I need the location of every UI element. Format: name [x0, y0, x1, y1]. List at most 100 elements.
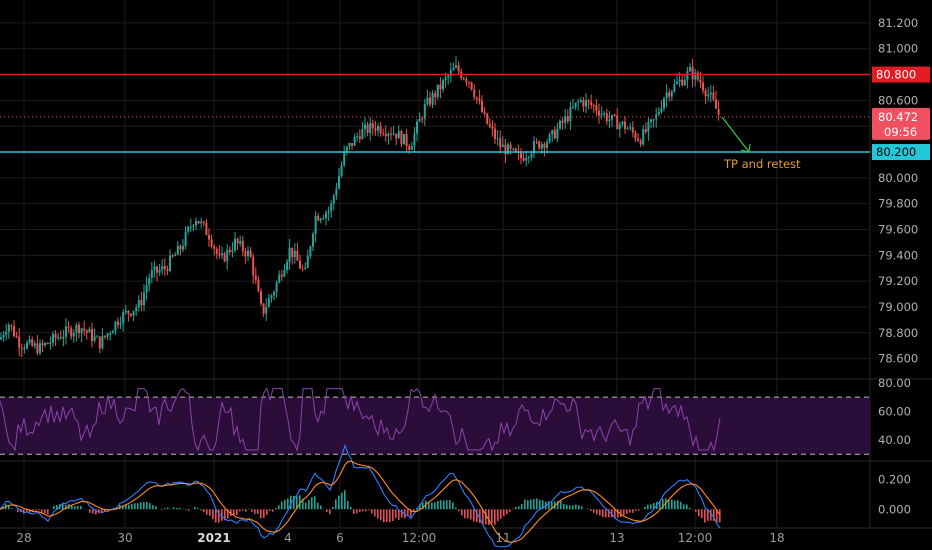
candle-body	[124, 310, 127, 313]
candle-body	[637, 138, 639, 141]
macd-hist-bar	[626, 509, 628, 514]
macd-hist-bar	[122, 505, 124, 510]
macd-hist-bar	[668, 499, 670, 510]
candle-body	[642, 129, 645, 145]
candle-body	[410, 146, 413, 150]
annotation-text[interactable]: TP and retest	[723, 157, 801, 171]
macd-hist-bar	[614, 509, 616, 519]
candle-body	[304, 267, 307, 269]
macd-hist-bar	[632, 509, 634, 513]
candle-body	[371, 123, 374, 129]
macd-hist-bar	[368, 509, 370, 511]
candle-body	[197, 221, 200, 224]
candle-body	[379, 126, 382, 134]
macd-hist-bar	[248, 508, 250, 510]
macd-hist-bar	[413, 509, 415, 512]
candle-body	[392, 133, 395, 135]
macd-hist-bar	[104, 509, 106, 512]
macd-hist-bar	[476, 509, 478, 523]
macd-hist-bar	[698, 509, 700, 517]
target-arrow-line[interactable]	[721, 116, 750, 153]
macd-hist-bar	[518, 506, 520, 510]
macd-hist-bar	[185, 509, 187, 510]
macd-hist-bar	[44, 509, 46, 514]
candle-body	[652, 119, 655, 121]
candle-body	[148, 278, 151, 286]
macd-hist-bar	[278, 505, 280, 510]
candle-body	[306, 256, 309, 268]
candle-body	[702, 82, 704, 91]
candle-body	[572, 107, 574, 109]
macd-hist-bar	[227, 509, 229, 519]
candle-body	[442, 80, 444, 90]
candle-body	[665, 92, 668, 99]
level-price-label: 80.200	[876, 145, 916, 159]
candle-body	[473, 89, 476, 98]
macd-hist-bar	[515, 506, 517, 510]
candle-body	[80, 328, 83, 334]
candle-body	[668, 92, 671, 97]
rsi-panel[interactable]	[0, 387, 870, 455]
candle-body	[158, 269, 161, 273]
candle-body	[676, 81, 678, 84]
candle-body	[520, 153, 522, 158]
candle-body	[85, 330, 88, 333]
macd-hist-bar	[203, 509, 205, 513]
candle-body	[616, 115, 619, 130]
macd-hist-bar	[569, 505, 571, 510]
candle-body	[200, 221, 203, 224]
candle-body	[7, 325, 10, 332]
macd-hist-bar	[62, 502, 64, 510]
macd-hist-bar	[365, 509, 367, 512]
candle-body	[184, 231, 187, 246]
candle-body	[280, 274, 283, 277]
candle-body	[546, 142, 548, 148]
macd-hist-bar	[707, 509, 709, 521]
macd-hist-bar	[341, 492, 343, 510]
candle-body	[397, 131, 400, 139]
candle-body	[561, 120, 564, 123]
macd-hist-bar	[551, 502, 553, 510]
candle-body	[416, 121, 418, 134]
candle-body	[59, 337, 62, 339]
candle-body	[644, 129, 647, 132]
macd-hist-bar	[338, 495, 340, 510]
candle-body	[260, 291, 262, 304]
candle-body	[390, 133, 392, 135]
macd-hist-bar	[659, 501, 661, 510]
candle-body	[512, 148, 515, 150]
candle-body	[314, 215, 317, 234]
candle-body	[535, 141, 538, 143]
macd-hist-bar	[380, 509, 382, 521]
macd-hist-bar	[212, 509, 214, 520]
candle-body	[543, 143, 546, 148]
macd-hist-bar	[38, 509, 40, 511]
candle-body	[335, 188, 338, 196]
candle-body	[153, 266, 156, 271]
price-tick-label: 81.200	[878, 16, 918, 30]
macd-hist-bar	[284, 499, 286, 510]
candle-body	[382, 133, 385, 135]
x-tick-label: 30	[117, 531, 132, 545]
candle-body	[249, 250, 252, 257]
candle-body	[579, 99, 582, 102]
macd-hist-bar	[371, 509, 373, 514]
candle-body	[468, 82, 470, 84]
macd-hist-bar	[689, 507, 691, 510]
candle-body	[247, 250, 249, 257]
candle-body	[137, 299, 140, 308]
candle-body	[13, 326, 15, 337]
macd-hist-bar	[419, 504, 421, 510]
macd-hist-bar	[680, 501, 682, 510]
candle-body	[49, 342, 52, 344]
candle-body	[681, 79, 684, 86]
candle-body	[143, 292, 145, 306]
candle-body	[436, 84, 439, 97]
candle-body	[605, 113, 608, 122]
price-panel[interactable]	[0, 56, 720, 358]
candle-body	[689, 67, 691, 72]
macd-panel[interactable]	[0, 443, 721, 548]
macd-hist-bar	[566, 504, 568, 510]
macd-hist-bar	[80, 506, 82, 510]
